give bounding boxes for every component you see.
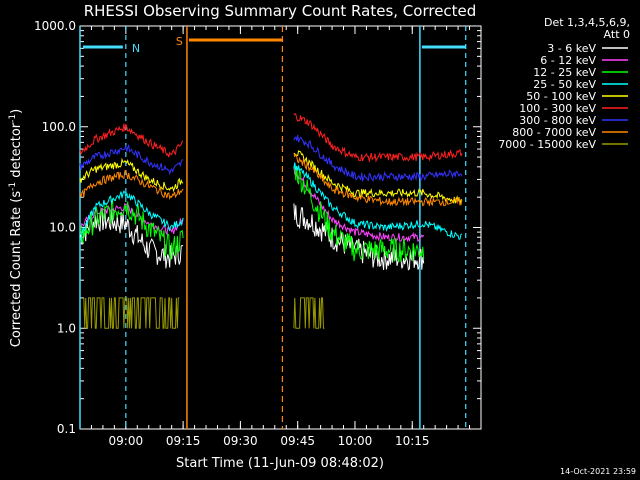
series-line-5 bbox=[293, 150, 463, 205]
legend-entry-label: 25 - 50 keV bbox=[533, 78, 596, 91]
x-axis-label: Start Time (11-Jun-09 08:48:02) bbox=[176, 456, 384, 471]
legend-entry-label: 300 - 800 keV bbox=[519, 114, 596, 127]
legend-entry-label: 12 - 25 keV bbox=[533, 66, 596, 79]
x-tick-label: 09:45 bbox=[280, 434, 315, 448]
y-tick-label: 1000.0 bbox=[34, 19, 76, 33]
legend-entry-label: 50 - 100 keV bbox=[526, 90, 596, 103]
series-line-7 bbox=[293, 134, 463, 183]
y-tick-label: 10.0 bbox=[49, 221, 76, 235]
series-line-1 bbox=[293, 203, 425, 271]
x-tick-label: 09:15 bbox=[166, 434, 201, 448]
legend-header-line1: Det 1,3,4,5,6,9, bbox=[544, 16, 630, 29]
x-tick-label: 09:00 bbox=[109, 434, 144, 448]
plot-frame bbox=[79, 25, 482, 430]
series-line-5 bbox=[79, 157, 184, 193]
series-line-3 bbox=[293, 163, 425, 263]
series-line-4 bbox=[293, 162, 463, 240]
series-line-3 bbox=[79, 198, 184, 261]
saa-label: S bbox=[176, 35, 183, 48]
x-tick-label: 10:00 bbox=[338, 434, 373, 448]
series-line-2 bbox=[293, 167, 425, 243]
series-line-7 bbox=[79, 143, 184, 176]
series-line-9 bbox=[83, 297, 180, 329]
series-line-8 bbox=[293, 153, 463, 207]
legend-entry-label: 100 - 300 keV bbox=[519, 102, 596, 115]
legend-entry-label: 800 - 7000 keV bbox=[512, 126, 596, 139]
x-tick-label: 10:15 bbox=[395, 434, 430, 448]
series-line-9 bbox=[293, 297, 325, 329]
night-label: N bbox=[132, 42, 140, 55]
y-axis-label: Corrected Count Rate (s-1 detector-1) bbox=[8, 109, 24, 347]
footer-date: 14-Oct-2021 23:59 bbox=[560, 467, 636, 476]
x-tick-label: 09:30 bbox=[223, 434, 258, 448]
chart-title: RHESSI Observing Summary Count Rates, Co… bbox=[84, 2, 477, 20]
legend-entry-label: 3 - 6 keV bbox=[547, 42, 596, 55]
series-line-4 bbox=[79, 190, 184, 242]
legend-header-line2: Att 0 bbox=[604, 28, 630, 41]
series-line-6 bbox=[79, 123, 184, 158]
y-tick-label: 1.0 bbox=[57, 321, 76, 335]
legend-entry-label: 7000 - 15000 keV bbox=[498, 138, 596, 151]
series-line-8 bbox=[79, 169, 184, 201]
legend-entry-label: 6 - 12 keV bbox=[540, 54, 596, 67]
y-tick-label: 100.0 bbox=[42, 120, 76, 134]
series-line-6 bbox=[293, 112, 463, 163]
y-tick-label: 0.1 bbox=[57, 422, 76, 436]
